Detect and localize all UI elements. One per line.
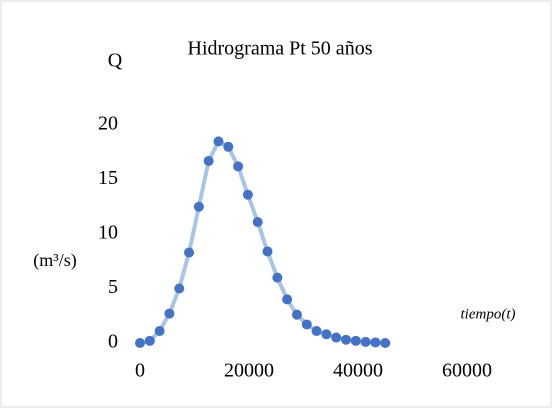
data-point [360, 336, 371, 347]
x-tick-label: 0 [135, 360, 145, 382]
x-tick-label: 60000 [442, 360, 492, 382]
data-point [370, 337, 381, 348]
data-point [311, 326, 322, 337]
y-tick-label: 10 [98, 222, 118, 244]
data-point [272, 272, 283, 283]
data-point [282, 294, 293, 305]
data-point [193, 201, 204, 212]
x-axis-title: tiempo(t) [461, 306, 516, 322]
data-point [135, 338, 145, 348]
data-point [262, 246, 273, 257]
chart-title: Hidrograma Pt 50 años [188, 38, 373, 60]
data-point [184, 247, 195, 258]
data-point [301, 319, 312, 330]
data-point [233, 161, 244, 172]
data-point [252, 217, 263, 228]
data-point [341, 334, 352, 345]
x-tick-label: 20000 [224, 360, 274, 382]
y-axis-title: (m³/s) [33, 250, 76, 271]
data-point [321, 329, 332, 340]
x-tick-label: 40000 [333, 360, 383, 382]
data-point [380, 338, 391, 348]
y-tick-label: 5 [108, 276, 118, 298]
y-tick-label: 0 [108, 331, 118, 353]
y-tick-label: 20 [98, 113, 118, 135]
data-point [154, 326, 165, 337]
data-point [144, 335, 155, 346]
data-point [350, 335, 361, 346]
data-point [331, 332, 342, 343]
data-point [223, 141, 234, 152]
data-point [203, 155, 214, 166]
y-axis-title-top: Q [108, 50, 123, 72]
y-tick-label: 15 [98, 167, 118, 189]
data-point [174, 283, 185, 294]
data-point [164, 308, 175, 319]
data-point [213, 136, 224, 147]
data-point [291, 309, 302, 320]
data-point [242, 189, 253, 200]
